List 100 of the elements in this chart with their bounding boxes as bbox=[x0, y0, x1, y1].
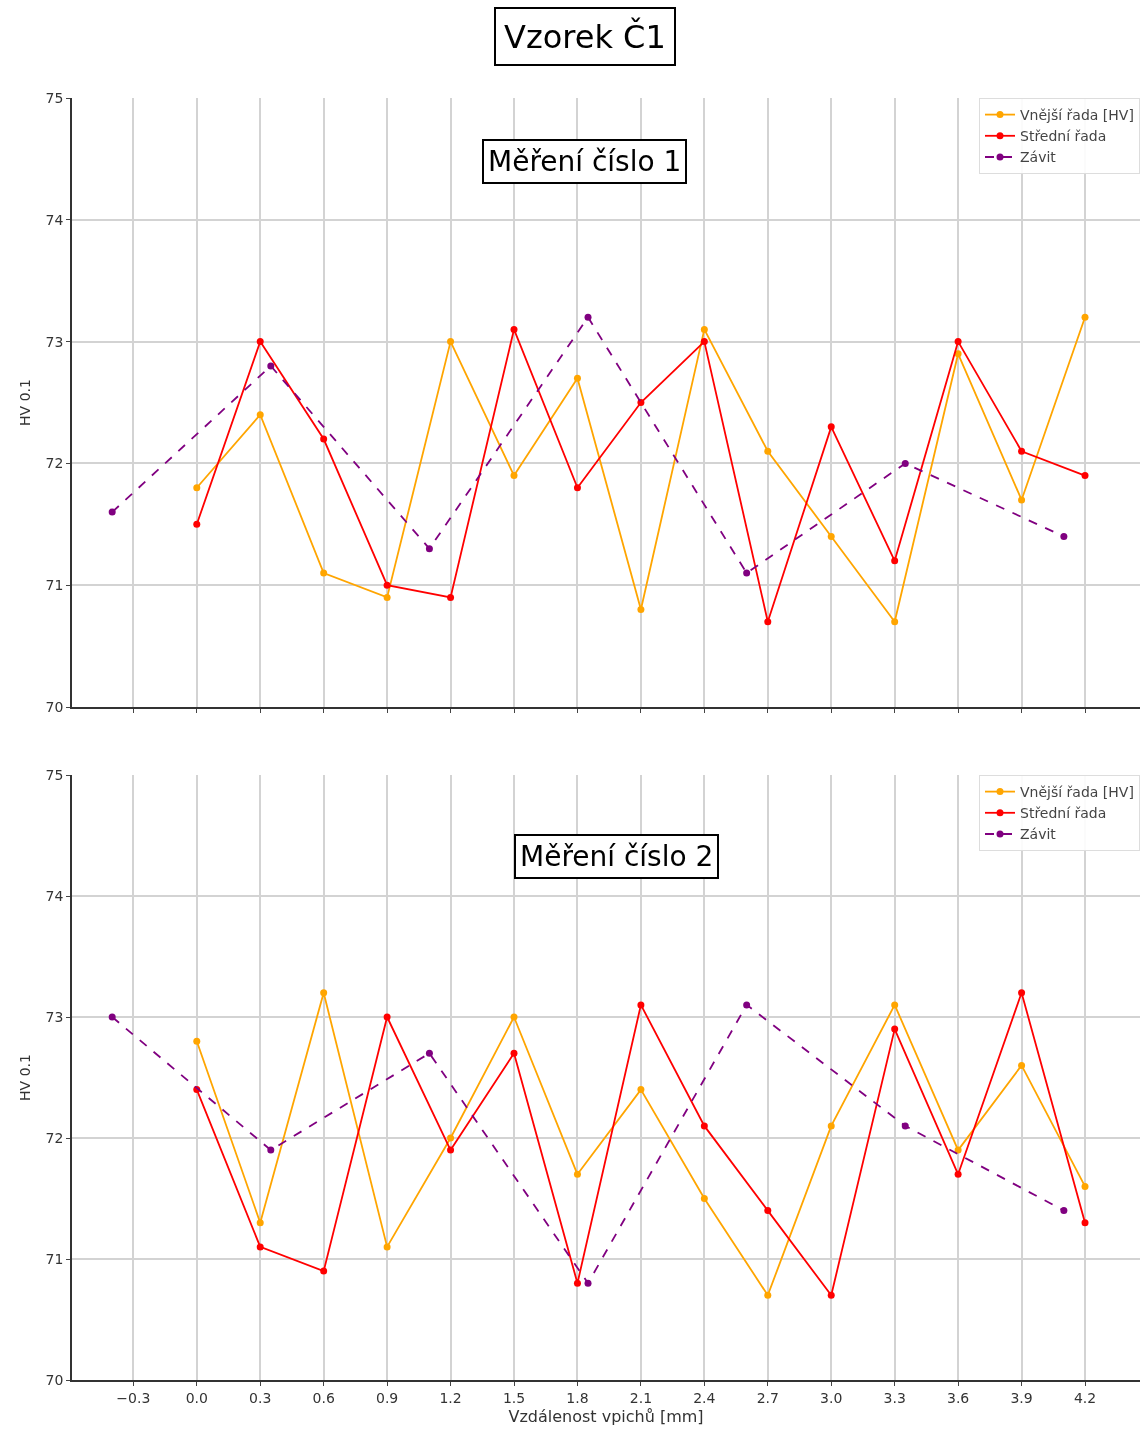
point bbox=[425, 1049, 433, 1057]
y-tick-label: 72 bbox=[45, 1129, 64, 1146]
x-tick-label: 2.4 bbox=[693, 1389, 716, 1406]
point bbox=[320, 1267, 328, 1275]
legend-label: Závit bbox=[1020, 826, 1057, 843]
x-tick-label: 1.5 bbox=[502, 1389, 526, 1406]
point bbox=[954, 350, 962, 358]
point bbox=[891, 1025, 899, 1033]
legend-label: Střední řada bbox=[1020, 128, 1107, 145]
point bbox=[447, 593, 455, 601]
point bbox=[954, 338, 962, 346]
point bbox=[764, 447, 772, 455]
point bbox=[827, 1291, 835, 1299]
point bbox=[743, 569, 751, 577]
point bbox=[320, 569, 328, 577]
point bbox=[108, 1013, 116, 1021]
point bbox=[510, 1013, 518, 1021]
y-axis-title: HV 0.1 bbox=[16, 1054, 33, 1101]
y-tick-label: 71 bbox=[45, 577, 64, 594]
point bbox=[573, 1170, 581, 1178]
point bbox=[320, 435, 328, 443]
y-tick-label: 71 bbox=[45, 1250, 64, 1267]
x-tick-label: 2.7 bbox=[756, 1389, 779, 1406]
point bbox=[764, 1207, 772, 1215]
point bbox=[267, 362, 275, 370]
y-tick-label: 72 bbox=[45, 455, 64, 472]
point bbox=[891, 557, 899, 565]
legend-label: Střední řada bbox=[1020, 805, 1107, 822]
point bbox=[193, 520, 201, 528]
point bbox=[1018, 496, 1026, 504]
point bbox=[510, 472, 518, 480]
x-tick-label: 1.8 bbox=[566, 1389, 589, 1406]
point bbox=[700, 1195, 708, 1202]
text: Měření číslo 1 bbox=[488, 145, 682, 178]
x-tick-label: −0.3 bbox=[116, 1389, 151, 1406]
point bbox=[383, 581, 391, 589]
point bbox=[193, 1037, 201, 1045]
point bbox=[267, 1146, 275, 1154]
point bbox=[827, 423, 835, 431]
point bbox=[1018, 1061, 1026, 1069]
x-axis-title: Vzdálenost vpichů [mm] bbox=[508, 1406, 704, 1426]
point bbox=[256, 338, 264, 346]
x-tick-label: 0.0 bbox=[185, 1389, 208, 1406]
x-tick-label: 2.1 bbox=[629, 1389, 653, 1406]
point bbox=[584, 1279, 592, 1287]
point bbox=[425, 545, 433, 553]
x-tick-label: 0.9 bbox=[375, 1389, 399, 1406]
chart-title: Vzorek Č1 bbox=[504, 17, 666, 56]
point bbox=[573, 374, 581, 382]
point bbox=[1060, 1207, 1068, 1215]
point bbox=[1081, 1182, 1089, 1190]
point bbox=[764, 618, 772, 626]
point bbox=[256, 1243, 264, 1251]
y-tick-label: 74 bbox=[45, 211, 64, 228]
x-tick-label: 3.9 bbox=[1010, 1389, 1033, 1406]
point bbox=[1018, 989, 1026, 997]
x-tick-label: 3.6 bbox=[946, 1389, 970, 1406]
point bbox=[447, 1134, 455, 1142]
x-tick-label: 3.0 bbox=[820, 1389, 843, 1406]
point bbox=[1081, 472, 1089, 480]
point bbox=[108, 508, 116, 516]
point bbox=[256, 1219, 264, 1227]
point bbox=[573, 1279, 581, 1287]
point bbox=[891, 1001, 899, 1009]
y-tick-label: 74 bbox=[45, 887, 64, 904]
point bbox=[1060, 532, 1068, 540]
point bbox=[320, 989, 328, 997]
text: Měření číslo 2 bbox=[520, 840, 714, 873]
point bbox=[383, 1243, 391, 1251]
x-tick-label: 3.3 bbox=[883, 1389, 906, 1406]
x-tick-label: 0.6 bbox=[312, 1389, 335, 1406]
y-axis-title: HV 0.1 bbox=[16, 379, 33, 426]
y-tick-label: 75 bbox=[45, 766, 64, 783]
point bbox=[447, 1146, 455, 1154]
x-tick-label: 0.3 bbox=[249, 1389, 272, 1406]
point bbox=[510, 325, 518, 333]
point bbox=[637, 606, 645, 614]
point bbox=[1081, 313, 1089, 321]
legend-label: Vnější řada [HV] bbox=[1020, 784, 1134, 801]
point bbox=[584, 313, 592, 321]
x-tick-label: 1.2 bbox=[439, 1389, 462, 1406]
y-tick-label: 70 bbox=[45, 1371, 64, 1388]
point bbox=[827, 532, 835, 540]
legend-label: Závit bbox=[1020, 149, 1057, 166]
point bbox=[256, 411, 264, 419]
point bbox=[383, 1013, 391, 1021]
y-tick-label: 75 bbox=[45, 89, 64, 106]
point bbox=[954, 1146, 962, 1154]
legend-label: Vnější řada [HV] bbox=[1020, 107, 1134, 124]
y-tick-label: 70 bbox=[45, 698, 64, 715]
point bbox=[827, 1122, 835, 1130]
point bbox=[891, 618, 899, 626]
point bbox=[764, 1291, 772, 1299]
point bbox=[901, 459, 909, 467]
point bbox=[573, 484, 581, 492]
point bbox=[700, 338, 708, 346]
x-tick-label: 4.2 bbox=[1073, 1389, 1097, 1406]
point bbox=[193, 484, 201, 492]
point bbox=[447, 338, 455, 346]
point bbox=[901, 1122, 909, 1130]
